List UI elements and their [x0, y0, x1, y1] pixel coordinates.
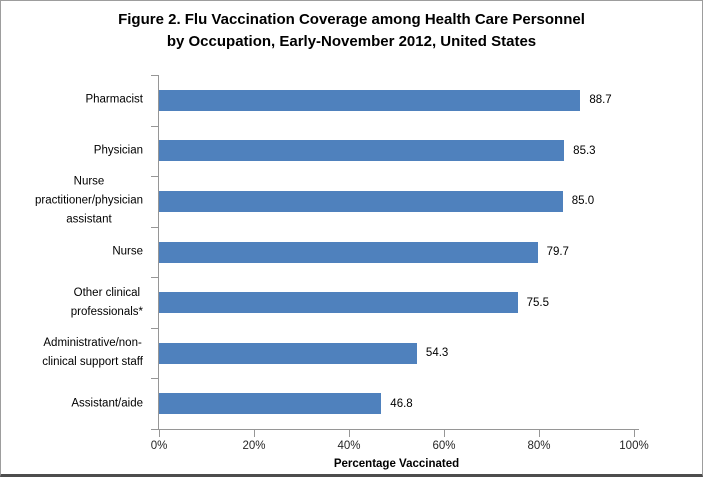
- y-axis-tick: [151, 327, 158, 329]
- y-axis-line: [158, 75, 159, 429]
- y-axis-tick: [151, 176, 158, 178]
- data-label: 85.3: [573, 144, 596, 157]
- data-label: 54.3: [425, 347, 449, 360]
- chart-title: Figure 2. Flu Vaccination Coverage among…: [1, 9, 702, 53]
- x-axis-tick: [254, 430, 255, 437]
- category-label-line: clinical support staff: [42, 356, 143, 369]
- category-label-line: Physician: [93, 144, 143, 157]
- bar-other-clinical-professionals-: [159, 292, 518, 314]
- y-axis-tick: [151, 125, 158, 127]
- x-axis-title: Percentage Vaccinated: [333, 458, 460, 470]
- data-label: 85.0: [571, 195, 595, 208]
- category-label-line: Administrative/non-: [43, 337, 142, 350]
- chart-title-line1: Figure 2. Flu Vaccination Coverage among…: [118, 11, 585, 28]
- bar-nurse: [159, 241, 538, 263]
- y-axis-tick: [151, 75, 158, 76]
- category-label-line: Pharmacist: [85, 93, 143, 106]
- category-label-line: professionals*: [70, 305, 143, 318]
- bar-physician: [159, 140, 565, 162]
- y-axis-tick: [151, 277, 158, 279]
- category-label: Other clinical professionals*: [71, 284, 143, 322]
- x-axis-tick: [634, 430, 635, 437]
- category-label: Assistant/aide: [71, 394, 143, 413]
- category-label: Nurse practitioner/physician assistant: [35, 173, 143, 230]
- category-label: Pharmacist: [85, 91, 143, 110]
- data-label: 46.8: [390, 397, 413, 410]
- bar-assistant-aide: [159, 393, 382, 415]
- x-tick-label: 80%: [527, 440, 551, 452]
- x-axis-tick: [539, 430, 540, 437]
- chart-title-line2: by Occupation, Early-November 2012, Unit…: [166, 33, 537, 50]
- category-label: Nurse: [112, 243, 143, 262]
- category-label-line: Nurse: [112, 245, 143, 258]
- category-label-line: assistant: [66, 213, 112, 226]
- data-label: 79.7: [546, 246, 569, 258]
- y-axis-tick: [151, 429, 158, 430]
- x-tick-label: 0%: [150, 440, 168, 452]
- x-tick-label: 20%: [242, 440, 266, 452]
- category-label-line: Assistant/aide: [71, 397, 143, 410]
- bar-pharmacist: [159, 89, 581, 111]
- y-axis-tick: [151, 226, 158, 228]
- x-tick-label: 40%: [337, 440, 361, 452]
- x-axis-tick: [349, 430, 350, 437]
- y-axis-tick: [151, 378, 158, 380]
- x-axis-tick: [444, 430, 445, 437]
- bar-administrative-non-clinical-support-staff: [159, 342, 417, 364]
- x-axis-line: [158, 429, 639, 430]
- bar-nurse-practitioner-physician-assistant: [159, 190, 563, 212]
- category-label: Physician: [94, 141, 143, 160]
- data-label: 75.5: [526, 296, 550, 309]
- category-label-line: Nurse: [73, 175, 105, 188]
- category-label-line: practitioner/physician: [34, 194, 143, 207]
- x-tick-label: 60%: [432, 440, 456, 452]
- data-label: 88.7: [589, 94, 612, 107]
- x-tick-label: 100%: [619, 440, 649, 452]
- x-axis-tick: [159, 430, 160, 437]
- category-label-line: Other clinical: [73, 286, 141, 299]
- category-label: Administrative/non-clinical support staf…: [42, 334, 143, 372]
